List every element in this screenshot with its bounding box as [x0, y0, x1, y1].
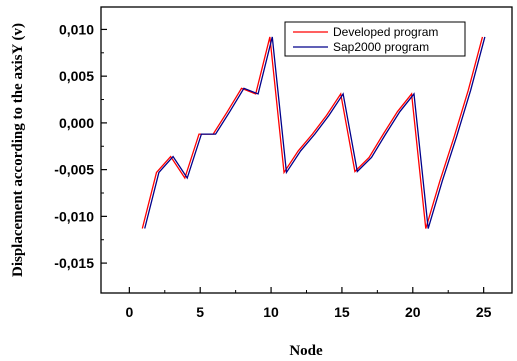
x-tick-label: 20: [405, 304, 421, 320]
axis-ticks: 0 5 10 15 20 25 0,010 0,005 0,000 -0,005 -0,010 -0,…: [54, 21, 491, 320]
y-tick-label: 0,010: [59, 21, 94, 37]
x-tick-label: 5: [196, 304, 204, 320]
y-tick-label: -0,015: [54, 255, 94, 271]
legend-box: [284, 21, 466, 57]
x-tick-label: 10: [263, 304, 279, 320]
y-tick-label: 0,005: [59, 68, 94, 84]
legend-label-developed: Developed program: [333, 25, 438, 39]
y-axis-title: Displacement according to the axisY (v): [10, 23, 26, 277]
x-tick-label: 0: [125, 304, 133, 320]
series-line-sap2000: [144, 36, 486, 229]
series-line-developed: [141, 36, 484, 229]
legend: Developed program Sap2000 program: [284, 21, 466, 57]
x-tick-label: 25: [476, 304, 492, 320]
x-axis-title: Node: [289, 343, 323, 359]
x-tick-label: 15: [334, 304, 350, 320]
y-tick-label: -0,010: [54, 208, 94, 224]
y-tick-label: 0,000: [59, 115, 94, 131]
y-tick-label: -0,005: [54, 162, 94, 178]
series-layer: [141, 36, 486, 229]
legend-label-sap2000: Sap2000 program: [333, 40, 429, 54]
